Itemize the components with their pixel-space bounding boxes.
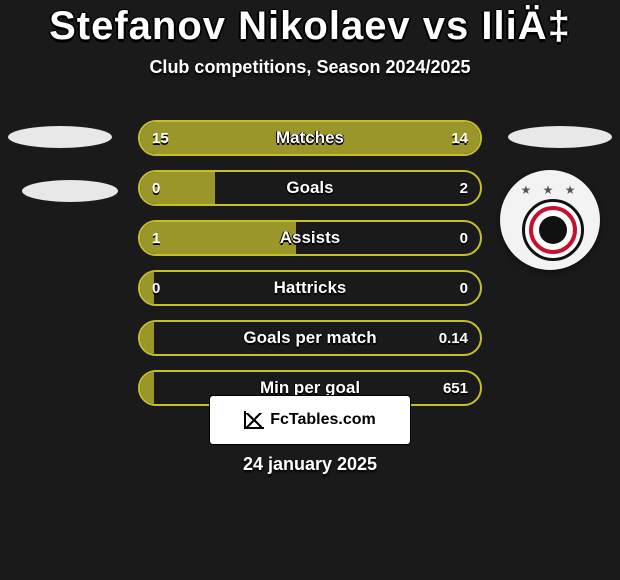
left-badge-placeholder-1 (8, 126, 112, 148)
stat-bar-fill (140, 322, 154, 354)
left-badge-placeholder-2 (22, 180, 118, 202)
stat-right-value: 0 (460, 222, 468, 254)
stat-bars: 15Matches140Goals21Assists00Hattricks0Go… (138, 120, 482, 420)
stat-right-value: 651 (443, 372, 468, 404)
stat-bar: Goals per match0.14 (138, 320, 482, 356)
brand-text: FcTables.com (270, 411, 376, 429)
stat-bar-fill (140, 272, 154, 304)
stat-label: Hattricks (140, 272, 480, 304)
stat-label: Goals per match (140, 322, 480, 354)
right-club-crest: ★ ★ ★ (500, 170, 600, 270)
stat-bar-fill (140, 222, 296, 254)
crest-shield-icon (522, 199, 584, 261)
stat-bar-fill (140, 172, 215, 204)
page-subtitle: Club competitions, Season 2024/2025 (0, 57, 620, 78)
stat-bar-fill (140, 372, 154, 404)
stat-bar: 0Hattricks0 (138, 270, 482, 306)
crest-stars-icon: ★ ★ ★ (515, 183, 585, 197)
stat-bar: 1Assists0 (138, 220, 482, 256)
crest-icon: ★ ★ ★ (515, 185, 585, 255)
stat-right-value: 0 (460, 272, 468, 304)
page-title: Stefanov Nikolaev vs IliÄ‡ (0, 0, 620, 49)
comparison-card: Stefanov Nikolaev vs IliÄ‡ Club competit… (0, 0, 620, 580)
stat-right-value: 0.14 (439, 322, 468, 354)
brand-card: FcTables.com (210, 396, 410, 444)
right-badge-placeholder-1 (508, 126, 612, 148)
stat-right-value: 2 (460, 172, 468, 204)
stat-bar: 15Matches14 (138, 120, 482, 156)
stat-bar-fill (140, 122, 480, 154)
brand-chart-icon (244, 411, 264, 429)
date-label: 24 january 2025 (0, 454, 620, 475)
stat-bar: 0Goals2 (138, 170, 482, 206)
